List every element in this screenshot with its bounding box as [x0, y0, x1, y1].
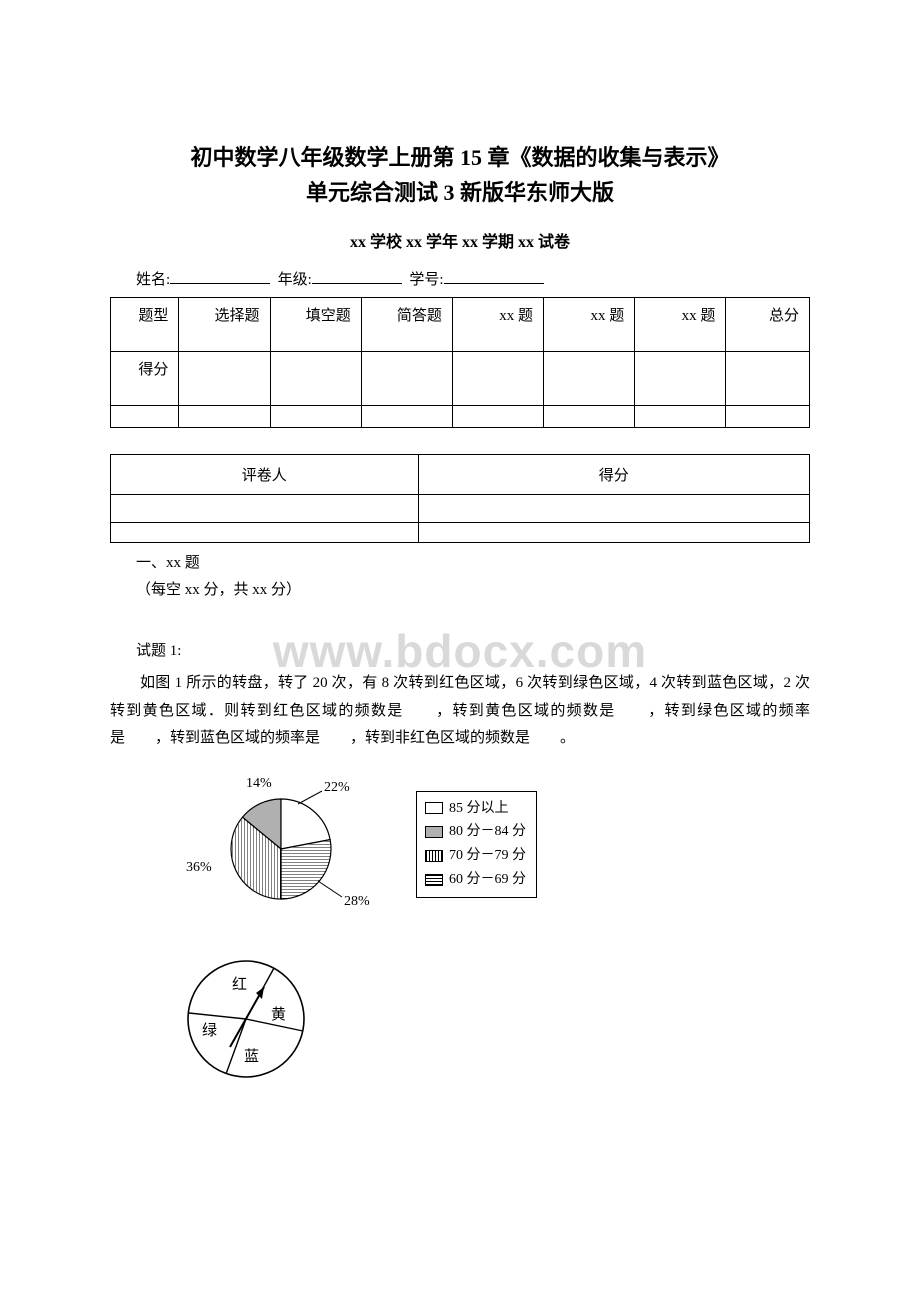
cell	[726, 406, 810, 428]
doc-title: 初中数学八年级数学上册第 15 章《数据的收集与表示》 单元综合测试 3 新版华…	[110, 140, 810, 210]
legend-label: 85 分以上	[449, 797, 509, 821]
c4: xx 题	[499, 308, 533, 324]
cell[interactable]	[544, 352, 635, 406]
table-row	[111, 495, 810, 523]
cell	[270, 406, 361, 428]
reviewer-table: 评卷人 得分	[110, 454, 810, 543]
legend-label: 70 分－79 分	[449, 844, 526, 868]
name-blank[interactable]	[170, 283, 270, 284]
question-1-label: 试题 1:	[110, 639, 810, 660]
pie-chart-1: 14% 22% 28% 36%	[166, 769, 396, 919]
c1: 选择题	[215, 308, 260, 324]
section-1-heading: 一、xx 题	[110, 549, 810, 578]
table-row	[111, 406, 810, 428]
cell	[179, 406, 270, 428]
legend-item: 70 分－79 分	[425, 844, 526, 868]
cell[interactable]	[361, 352, 452, 406]
leader-22	[298, 791, 322, 804]
cell	[361, 406, 452, 428]
section-1-label: 一、xx 题	[136, 555, 200, 571]
score-label: 得分	[599, 468, 629, 484]
legend-label: 60 分－69 分	[449, 868, 526, 892]
title-line-1: 初中数学八年级数学上册第 15 章《数据的收集与表示》	[190, 145, 729, 170]
table-row	[111, 523, 810, 543]
pie1-label-28: 28%	[344, 894, 370, 909]
cell[interactable]	[726, 352, 810, 406]
legend-label: 80 分－84 分	[449, 820, 526, 844]
sector-red: 红	[232, 976, 247, 993]
reviewer-label: 评卷人	[242, 468, 287, 484]
swatch-vlines-icon	[425, 850, 443, 862]
table-row: 评卷人 得分	[111, 455, 810, 495]
table-row: 得分	[111, 352, 810, 406]
id-label: 学号:	[409, 272, 443, 288]
legend-item: 85 分以上	[425, 797, 526, 821]
question-1-body: 如图 1 所示的转盘，转了 20 次，有 8 次转到红色区域，6 次转到绿色区域…	[110, 670, 810, 753]
figures-block: 14% 22% 28% 36% 85 分以上 80 分－84 分 70 分－79…	[110, 769, 810, 1097]
swatch-grey-icon	[425, 826, 443, 838]
legend-item: 80 分－84 分	[425, 820, 526, 844]
pie1-slice-28	[281, 840, 331, 899]
cell[interactable]	[111, 523, 419, 543]
section-1-sub: （每空 xx 分，共 xx 分）	[110, 578, 810, 599]
title-line-2: 单元综合测试 3 新版华东师大版	[306, 180, 614, 205]
c2: 填空题	[306, 308, 351, 324]
pie1-label-22: 22%	[324, 780, 350, 795]
figure-row-1: 14% 22% 28% 36% 85 分以上 80 分－84 分 70 分－79…	[166, 769, 810, 919]
spinner-chart: 红 黄 蓝 绿	[166, 937, 326, 1097]
legend-item: 60 分－69 分	[425, 868, 526, 892]
grade-label: 年级:	[278, 272, 312, 288]
c7: 总分	[769, 308, 799, 324]
c-score: 得分	[138, 362, 168, 378]
cell	[452, 406, 543, 428]
cell	[635, 406, 726, 428]
table-row: 题型 选择题 填空题 简答题 xx 题 xx 题 xx 题 总分	[111, 298, 810, 352]
cell[interactable]	[635, 352, 726, 406]
sector-yellow: 黄	[271, 1006, 286, 1023]
cell[interactable]	[270, 352, 361, 406]
swatch-hlines-icon	[425, 874, 443, 886]
cell[interactable]	[452, 352, 543, 406]
doc-subtitle: xx 学校 xx 学年 xx 学期 xx 试卷	[110, 228, 810, 252]
cell[interactable]	[111, 495, 419, 523]
cell[interactable]	[418, 523, 809, 543]
legend-box: 85 分以上 80 分－84 分 70 分－79 分 60 分－69 分	[416, 791, 537, 898]
swatch-blank-icon	[425, 802, 443, 814]
name-label: 姓名:	[136, 272, 170, 288]
c5: xx 题	[590, 308, 624, 324]
leader-28	[318, 881, 342, 897]
cell	[111, 406, 179, 428]
sector-green: 绿	[202, 1022, 217, 1039]
sector-blue: 蓝	[244, 1048, 259, 1065]
cell	[544, 406, 635, 428]
id-blank[interactable]	[444, 283, 544, 284]
c-type: 题型	[138, 308, 168, 324]
cell[interactable]	[418, 495, 809, 523]
grade-blank[interactable]	[312, 283, 402, 284]
pie1-label-36: 36%	[186, 860, 212, 875]
score-table: 题型 选择题 填空题 简答题 xx 题 xx 题 xx 题 总分 得分	[110, 297, 810, 428]
c6: xx 题	[682, 308, 716, 324]
pie1-label-14: 14%	[246, 776, 272, 791]
cell[interactable]	[179, 352, 270, 406]
c3: 简答题	[397, 308, 442, 324]
student-info-line: 姓名: 年级: 学号:	[110, 268, 810, 289]
